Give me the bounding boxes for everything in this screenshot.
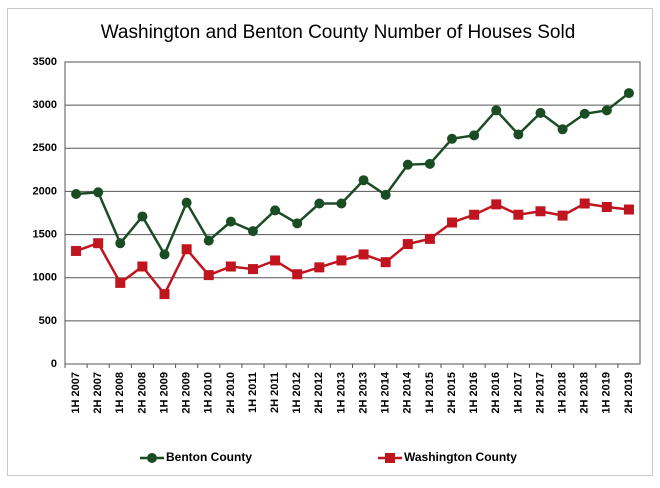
data-point: [137, 211, 148, 222]
data-point: [380, 257, 391, 268]
data-point: [535, 206, 546, 217]
data-point: [247, 226, 258, 237]
data-point: [358, 249, 369, 260]
x-tick-label: 2H 2010: [225, 372, 237, 414]
x-tick-label: 2H 2014: [402, 371, 414, 413]
data-point: [424, 233, 435, 244]
data-point: [71, 189, 82, 200]
x-tick-label: 1H 2016: [468, 372, 480, 414]
data-point: [93, 238, 104, 249]
y-tick-label: 3000: [33, 99, 57, 111]
x-tick-label: 1H 2019: [601, 372, 613, 414]
x-tick-label: 2H 2012: [313, 372, 325, 414]
data-point: [579, 108, 590, 119]
data-point: [557, 210, 568, 221]
legend-label: Washington County: [404, 450, 517, 464]
y-tick-label: 2000: [33, 185, 57, 197]
data-point: [601, 201, 612, 212]
chart-title: Washington and Benton County Number of H…: [101, 22, 576, 43]
x-tick-label: 2H 2016: [490, 372, 502, 414]
data-point: [225, 261, 236, 272]
data-point: [314, 262, 325, 273]
data-point: [137, 261, 148, 272]
data-point: [292, 269, 303, 280]
x-tick-label: 2H 2008: [136, 372, 148, 414]
data-point: [247, 264, 258, 275]
data-point: [159, 289, 170, 300]
legend-marker: [147, 453, 157, 463]
legend-label: Benton County: [166, 450, 252, 464]
data-point: [115, 277, 126, 288]
data-point: [557, 124, 568, 135]
data-point: [402, 159, 413, 170]
x-tick-label: 2H 2019: [623, 372, 635, 414]
data-point: [469, 130, 480, 141]
x-tick-label: 2H 2015: [446, 372, 458, 414]
x-tick-label: 1H 2009: [158, 372, 170, 414]
data-point: [380, 189, 391, 200]
x-tick-label: 1H 2013: [335, 372, 347, 414]
data-point: [336, 198, 347, 209]
data-point: [270, 205, 281, 216]
data-point: [623, 88, 634, 99]
data-point: [159, 249, 170, 260]
data-point: [225, 216, 236, 227]
data-point: [203, 270, 214, 281]
x-tick-label: 1H 2007: [70, 372, 82, 414]
x-tick-label: 1H 2017: [512, 372, 524, 414]
data-point: [535, 107, 546, 118]
x-tick-label: 1H 2015: [424, 372, 436, 414]
data-point: [623, 204, 634, 215]
data-point: [181, 244, 192, 255]
data-point: [358, 175, 369, 186]
y-tick-label: 1000: [33, 272, 57, 284]
x-tick-label: 2H 2013: [357, 372, 369, 414]
data-point: [336, 255, 347, 266]
x-tick-label: 1H 2011: [247, 372, 259, 413]
data-point: [93, 187, 104, 198]
x-tick-label: 2H 2018: [579, 372, 591, 414]
data-point: [513, 209, 524, 220]
y-tick-label: 3500: [33, 56, 57, 68]
data-point: [402, 239, 413, 250]
data-point: [447, 217, 458, 228]
data-point: [513, 129, 524, 140]
x-tick-label: 1H 2010: [203, 372, 215, 414]
y-tick-label: 0: [51, 358, 57, 370]
x-tick-label: 2H 2017: [534, 372, 546, 414]
x-tick-label: 1H 2012: [291, 372, 303, 414]
data-point: [424, 158, 435, 169]
y-tick-label: 1500: [33, 228, 57, 240]
x-tick-label: 2H 2011: [269, 372, 281, 413]
data-point: [491, 105, 502, 116]
chart-border: [7, 8, 653, 476]
x-tick-label: 2H 2007: [92, 372, 104, 414]
data-point: [447, 133, 458, 144]
data-point: [181, 197, 192, 208]
data-point: [601, 105, 612, 116]
data-point: [115, 238, 126, 249]
data-point: [314, 198, 325, 209]
data-point: [491, 199, 502, 210]
y-tick-label: 2500: [33, 142, 57, 154]
data-point: [579, 198, 590, 209]
data-point: [71, 245, 82, 256]
x-tick-label: 1H 2014: [380, 371, 392, 413]
data-point: [292, 218, 303, 229]
data-point: [270, 255, 281, 266]
data-point: [469, 209, 480, 220]
data-point: [203, 235, 214, 246]
x-tick-label: 1H 2008: [114, 372, 126, 414]
series-line: [75, 92, 630, 258]
x-tick-label: 2H 2009: [181, 372, 193, 414]
x-tick-label: 1H 2018: [557, 372, 569, 414]
y-tick-label: 500: [39, 315, 57, 327]
legend-marker: [385, 453, 395, 463]
